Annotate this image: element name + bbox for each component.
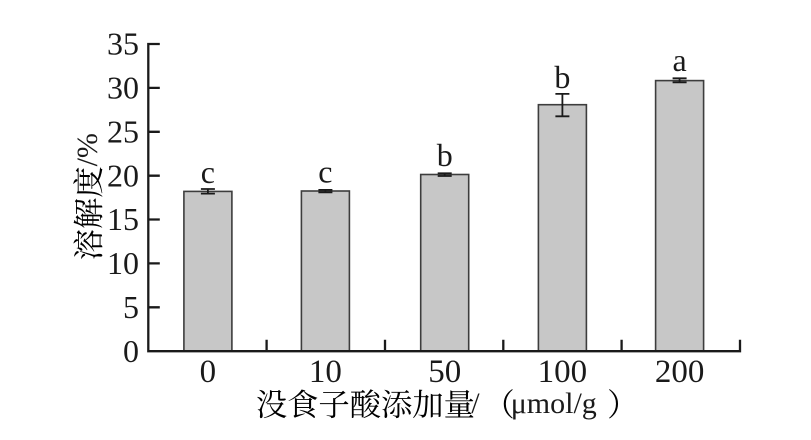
svg-text:/: / bbox=[471, 387, 480, 420]
svg-text:30: 30 bbox=[107, 70, 139, 106]
svg-text:b: b bbox=[554, 59, 570, 95]
svg-text:0: 0 bbox=[123, 333, 139, 369]
svg-text:a: a bbox=[672, 42, 686, 78]
svg-text:/%: /% bbox=[71, 133, 104, 166]
svg-text:35: 35 bbox=[107, 26, 139, 62]
svg-text:100: 100 bbox=[538, 354, 588, 390]
svg-text:c: c bbox=[201, 154, 215, 190]
svg-text:10: 10 bbox=[107, 245, 139, 281]
svg-text:c: c bbox=[318, 153, 332, 189]
svg-text:20: 20 bbox=[107, 157, 139, 193]
svg-text:200: 200 bbox=[655, 354, 705, 390]
svg-text:μmol/g: μmol/g bbox=[511, 387, 597, 420]
svg-text:15: 15 bbox=[107, 201, 139, 237]
svg-text:b: b bbox=[437, 137, 453, 173]
svg-text:5: 5 bbox=[123, 289, 139, 325]
svg-text:25: 25 bbox=[107, 113, 139, 149]
svg-text:0: 0 bbox=[200, 354, 217, 390]
svg-text:50: 50 bbox=[428, 354, 461, 390]
svg-text:10: 10 bbox=[309, 354, 342, 390]
